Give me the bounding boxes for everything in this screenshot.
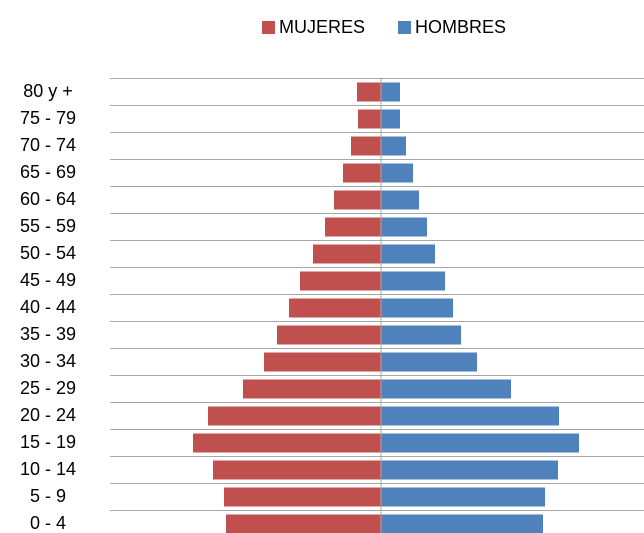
bar (334, 190, 381, 210)
y-tick-label: 40 - 44 (20, 297, 76, 317)
y-tick-label: 35 - 39 (20, 324, 76, 344)
y-tick-label: 30 - 34 (20, 351, 76, 371)
legend-label: MUJERES (279, 17, 365, 37)
bar (224, 487, 381, 507)
bar (381, 217, 427, 237)
bar (208, 406, 381, 426)
bar (351, 136, 381, 156)
bar (381, 379, 511, 399)
bar (381, 136, 406, 156)
bar (357, 82, 381, 102)
bar (381, 406, 559, 426)
bar (381, 244, 435, 264)
y-tick-label: 70 - 74 (20, 135, 76, 155)
y-tick-label: 60 - 64 (20, 189, 76, 209)
bar (381, 352, 477, 372)
y-tick-label: 80 y + (23, 81, 73, 101)
bar (226, 514, 381, 533)
bar (381, 190, 419, 210)
bar (381, 163, 413, 183)
bar (381, 487, 545, 507)
bar (325, 217, 381, 237)
legend-label: HOMBRES (415, 17, 506, 37)
y-tick-label: 65 - 69 (20, 162, 76, 182)
bar (243, 379, 381, 399)
y-tick-label: 75 - 79 (20, 108, 76, 128)
y-tick-label: 10 - 14 (20, 459, 76, 479)
bar (313, 244, 381, 264)
legend-swatch (398, 21, 411, 34)
bar (381, 298, 453, 318)
bar (381, 325, 461, 345)
bar (381, 514, 543, 533)
bar (193, 433, 381, 453)
bar (358, 109, 381, 129)
y-tick-label: 0 - 4 (30, 513, 66, 533)
legend-swatch (262, 21, 275, 34)
y-tick-label: 50 - 54 (20, 243, 76, 263)
y-tick-label: 45 - 49 (20, 270, 76, 290)
y-tick-label: 5 - 9 (30, 486, 66, 506)
y-tick-label: 55 - 59 (20, 216, 76, 236)
y-tick-label: 15 - 19 (20, 432, 76, 452)
y-tick-label: 25 - 29 (20, 378, 76, 398)
y-tick-label: 20 - 24 (20, 405, 76, 425)
bar (343, 163, 381, 183)
bar (264, 352, 381, 372)
bar (213, 460, 381, 480)
bar (381, 82, 400, 102)
bar (381, 460, 558, 480)
bar (289, 298, 381, 318)
bar (381, 271, 445, 291)
bar (277, 325, 381, 345)
bar (381, 433, 579, 453)
bar (300, 271, 381, 291)
bar (381, 109, 400, 129)
